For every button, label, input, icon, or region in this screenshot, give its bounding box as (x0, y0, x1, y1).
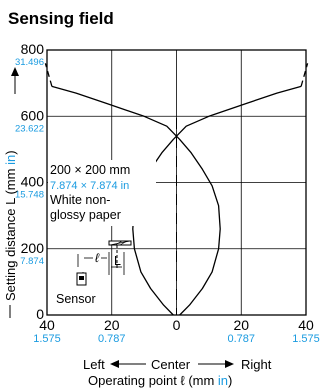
chart-title: Sensing field (8, 9, 114, 28)
object-size: 200 × 200 mm (50, 163, 130, 177)
x-tick-inch: 1.575 (292, 333, 320, 345)
ell-label: ℓ (95, 251, 100, 265)
y-axis-label: Setting distance L (mm in) (3, 150, 18, 318)
left-label: Left (83, 357, 105, 372)
object-size-in: 7.874 × 7.874 in (50, 180, 129, 192)
y-tick-label: 400 (21, 174, 45, 190)
L-label: L (114, 254, 121, 268)
svg-text:Setting distance L (mm in): Setting distance L (mm in) (3, 150, 18, 301)
right-label: Right (241, 357, 272, 372)
x-tick-label: 20 (233, 317, 249, 333)
x-axis-label: Operating point ℓ (mm in) (88, 373, 232, 388)
y-tick-label: 800 (21, 41, 45, 57)
x-tick-inch: 1.575 (33, 333, 61, 345)
curve-right-extrapolated (44, 63, 53, 87)
y-tick-inch: 23.622 (15, 123, 44, 134)
curve-left-extrapolated (300, 63, 309, 87)
left-arrowhead (110, 360, 119, 368)
x-axis-close: ) (228, 373, 232, 388)
y-tick-label: 0 (36, 306, 44, 322)
object-material-1: White non- (50, 193, 110, 207)
y-tick-label: 200 (21, 240, 45, 256)
x-axis-label-text: Operating point ℓ (mm (88, 373, 218, 388)
y-axis-arrowhead (11, 67, 19, 76)
x-tick-label: 0 (173, 317, 181, 333)
right-arrowhead (225, 360, 234, 368)
y-tick-label: 600 (21, 107, 45, 123)
y-axis-close: ) (3, 150, 18, 154)
x-tick-inch: 0.787 (98, 333, 126, 345)
y-tick-inch: 15.748 (15, 190, 44, 201)
x-tick-label: 20 (104, 317, 120, 333)
x-tick-inch: 0.787 (227, 333, 255, 345)
sensor-label: Sensor (56, 292, 96, 306)
y-tick-inch: 31.496 (15, 57, 44, 68)
sensor-diagram (76, 240, 132, 286)
y-axis-unit: in (3, 155, 18, 165)
y-tick-inch: 7.874 (20, 256, 44, 267)
x-axis-unit: in (218, 373, 228, 388)
x-tick-label: 40 (298, 317, 314, 333)
object-material-2: glossy paper (50, 208, 121, 222)
y-axis-label-text: Setting distance L (mm (3, 165, 18, 301)
center-label: Center (151, 357, 191, 372)
x-tick-label: 40 (39, 317, 55, 333)
curve-right (51, 85, 221, 316)
annotation-box (48, 160, 156, 226)
